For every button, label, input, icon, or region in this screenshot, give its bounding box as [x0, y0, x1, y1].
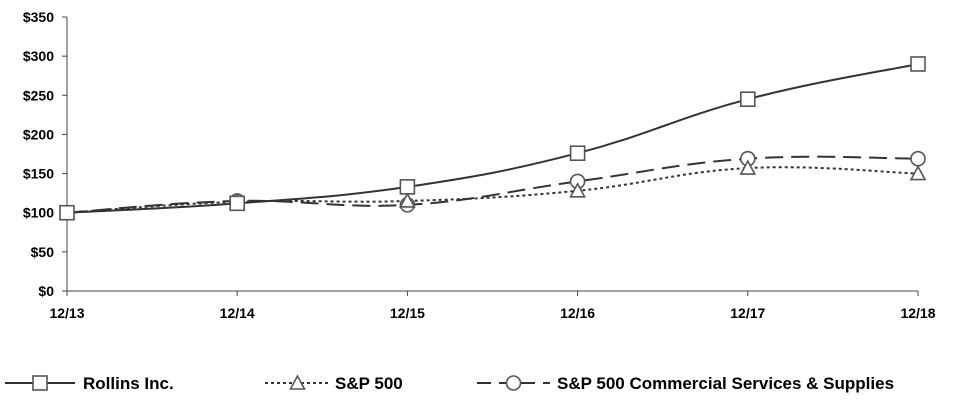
legend-item: S&P 500 Commercial Services & Supplies	[477, 374, 894, 393]
x-tick-label: 12/16	[560, 305, 595, 321]
data-point-square	[59, 204, 75, 221]
legend-marker-square	[32, 375, 48, 391]
y-tick-label: $250	[23, 87, 54, 103]
data-point-square	[399, 179, 416, 195]
series-line-1	[66, 166, 919, 214]
legend-label: Rollins Inc.	[83, 374, 174, 393]
legend-label: S&P 500 Commercial Services & Supplies	[557, 374, 894, 393]
y-tick-label: $300	[23, 48, 54, 64]
y-tick-label: $150	[23, 166, 54, 182]
series-line-0	[66, 62, 919, 214]
legend-marker-triangle	[289, 374, 306, 390]
x-tick-label: 12/13	[49, 305, 84, 321]
y-tick-label: $50	[31, 244, 55, 260]
legend-item: Rollins Inc.	[5, 374, 174, 393]
legend-label: S&P 500	[335, 374, 403, 393]
series-lines	[58, 56, 927, 221]
x-tick-label: 12/18	[900, 305, 935, 321]
data-point-triangle	[909, 164, 927, 181]
x-tick-label: 12/14	[220, 305, 255, 321]
data-point-square	[910, 56, 926, 72]
legend: Rollins Inc. S&P 500 S&P 500 Commercial Se…	[5, 374, 894, 393]
y-ticks: $0 $50 $100 $150 $200 $250 $300 $350	[23, 9, 67, 299]
legend-marker-circle	[505, 375, 522, 391]
data-point-square	[739, 91, 756, 107]
y-tick-label: $0	[38, 283, 54, 299]
data-point-square	[569, 145, 586, 162]
data-point-triangle	[569, 182, 586, 198]
data-point-triangle	[739, 159, 757, 175]
axes	[66, 17, 918, 292]
data-point-square	[229, 195, 245, 212]
x-tick-label: 12/15	[390, 305, 425, 321]
x-ticks: 12/13 12/14 12/15 12/16 12/17 12/18	[49, 291, 936, 321]
data-point-circle	[910, 150, 926, 167]
data-point-triangle	[399, 192, 416, 208]
y-tick-label: $100	[23, 205, 54, 221]
y-tick-label: $350	[23, 9, 54, 25]
y-tick-label: $200	[23, 126, 54, 142]
legend-item: S&P 500	[265, 374, 403, 393]
x-tick-label: 12/17	[730, 305, 765, 321]
